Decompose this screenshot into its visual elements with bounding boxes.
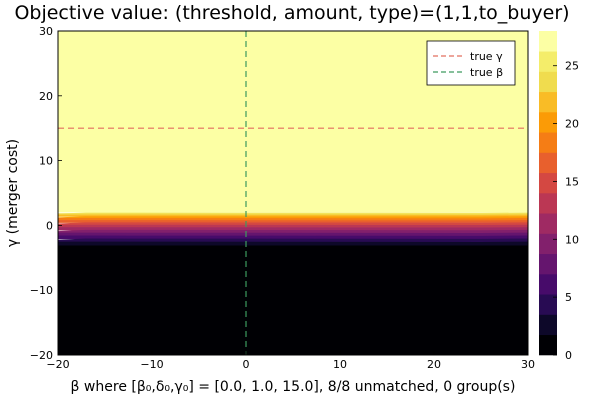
colorbar-segment <box>539 213 557 234</box>
y-tick-label: 0 <box>46 219 53 232</box>
chart-title: Objective value: (threshold, amount, typ… <box>14 2 569 24</box>
contour-band <box>58 220 528 223</box>
x-tick-label: 0 <box>243 358 250 371</box>
contour-band <box>58 218 528 221</box>
legend-box <box>426 40 516 86</box>
x-tick-label: −20 <box>46 358 69 371</box>
x-axis-label: β where [β₀,δ₀,γ₀] = [0.0, 1.0, 15.0], 8… <box>71 379 516 395</box>
y-tick-label: −10 <box>30 284 53 297</box>
legend: true γ true β <box>426 40 516 86</box>
plot-frame <box>57 30 529 356</box>
contour-band <box>58 241 528 246</box>
colorbar-tick-label: 5 <box>565 291 572 304</box>
colorbar-segment <box>539 71 557 93</box>
colorbar-segment <box>539 31 557 52</box>
contour-band <box>58 216 528 219</box>
colorbar-tick-label: 10 <box>565 233 579 246</box>
colorbar <box>539 31 557 356</box>
y-tick-label: 20 <box>39 90 53 103</box>
colorbar-tick-label: 20 <box>565 118 579 131</box>
colorbar-segment <box>539 233 557 255</box>
legend-label-true-gamma: true γ <box>470 50 503 63</box>
colorbar-tick-label: 15 <box>565 175 579 188</box>
y-axis-label: γ (merger cost) <box>5 139 21 247</box>
legend-label-true-beta: true β <box>470 66 503 79</box>
colorbar-segment <box>539 274 557 295</box>
contour-band-low <box>58 244 528 355</box>
y-tick-label: 30 <box>39 25 53 38</box>
x-tick-label: 10 <box>333 358 347 371</box>
contour-band <box>58 222 528 226</box>
contour-band <box>58 214 528 217</box>
x-tick-label: −10 <box>140 358 163 371</box>
colorbar-segment <box>539 152 557 174</box>
contour-band <box>58 238 528 243</box>
contour-band <box>58 224 528 228</box>
y-axis: −20 −10 0 10 20 30 <box>30 25 62 362</box>
colorbar-segment <box>539 51 557 72</box>
y-tick-label: 10 <box>39 155 53 168</box>
contour-band <box>58 227 528 231</box>
colorbar-segment <box>539 314 557 336</box>
contour-band <box>58 235 528 240</box>
colorbar-tick-label: 25 <box>565 60 579 73</box>
contour-band <box>58 229 528 234</box>
x-axis: −20 −10 0 10 20 30 <box>46 351 535 371</box>
colorbar-segment <box>539 132 557 153</box>
colorbar-segment <box>539 112 557 133</box>
y-tick-label: −20 <box>30 349 53 362</box>
x-tick-label: 30 <box>521 358 535 371</box>
colorbar-segment <box>539 334 557 356</box>
colorbar-axis: 0 5 10 15 20 25 <box>553 60 579 362</box>
colorbar-segment <box>539 294 557 315</box>
colorbar-segment <box>539 91 557 113</box>
colorbar-segment <box>539 172 557 194</box>
contour-band <box>58 232 528 237</box>
x-tick-label: 20 <box>427 358 441 371</box>
colorbar-segment <box>539 253 557 275</box>
colorbar-segment <box>539 193 557 214</box>
colorbar-tick-label: 0 <box>565 349 572 362</box>
